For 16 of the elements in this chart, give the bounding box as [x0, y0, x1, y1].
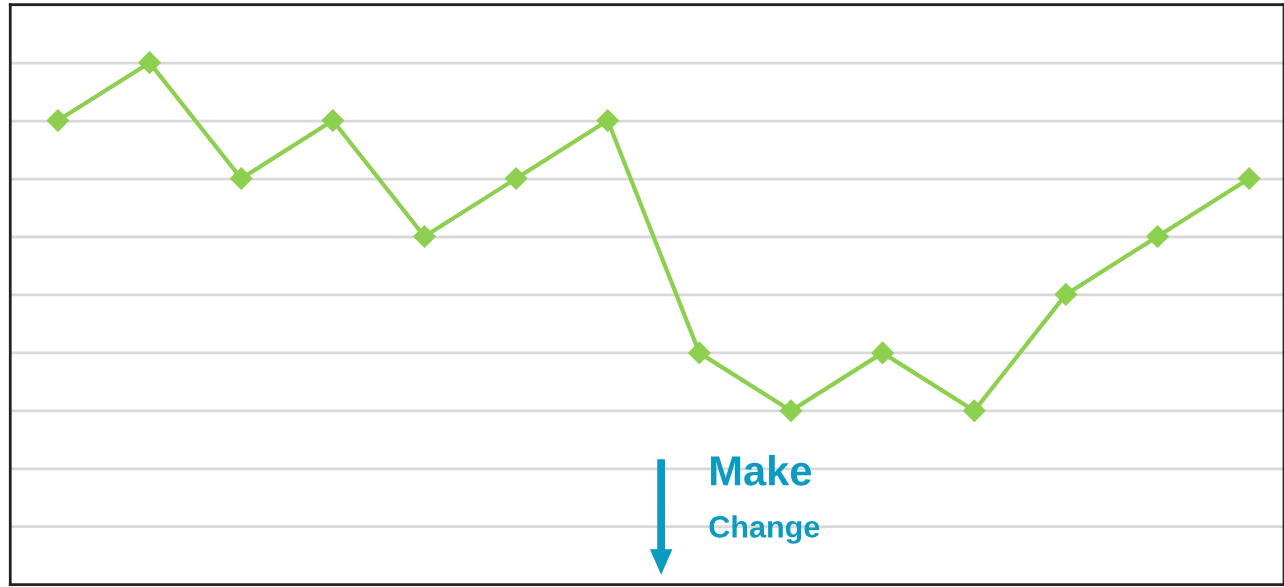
- point: [1054, 283, 1078, 306]
- point: [504, 167, 528, 190]
- point: [321, 109, 345, 132]
- point: [1146, 225, 1169, 248]
- point: [688, 341, 711, 365]
- point: [413, 225, 436, 248]
- annotation: Change: [709, 515, 820, 544]
- point: [962, 399, 986, 423]
- point: [229, 167, 253, 190]
- annotation: Make: [711, 455, 812, 486]
- point: [1237, 167, 1261, 190]
- point: [779, 399, 803, 423]
- point: [596, 109, 620, 132]
- point: [138, 51, 161, 74]
- point: [46, 109, 70, 132]
- point: [871, 341, 894, 365]
